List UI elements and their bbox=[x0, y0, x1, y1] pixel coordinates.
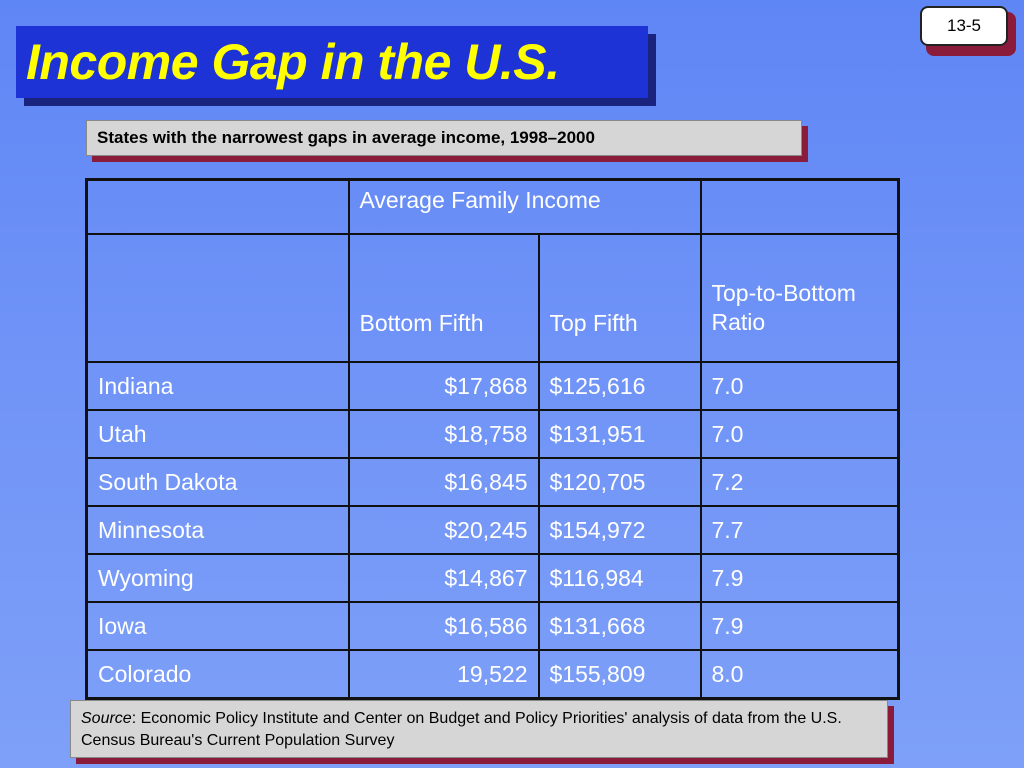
table-row: South Dakota $16,845 $120,705 7.2 bbox=[85, 457, 900, 507]
state-cell: Indiana bbox=[85, 361, 350, 411]
table-row: Wyoming $14,867 $116,984 7.9 bbox=[85, 553, 900, 603]
title-box: Income Gap in the U.S. bbox=[16, 26, 648, 98]
group-header-average-family-income: Average Family Income bbox=[347, 178, 702, 235]
top-fifth-cell: $125,616 bbox=[537, 361, 702, 411]
source-separator: : bbox=[131, 710, 137, 727]
top-fifth-cell: $116,984 bbox=[537, 553, 702, 603]
top-fifth-cell: $131,668 bbox=[537, 601, 702, 651]
state-cell: Iowa bbox=[85, 601, 350, 651]
source-text: Economic Policy Institute and Center on … bbox=[81, 710, 842, 749]
income-table: Average Family Income Bottom Fifth Top F… bbox=[85, 178, 900, 700]
bottom-fifth-cell: 19,522 bbox=[347, 649, 540, 700]
ratio-cell: 7.7 bbox=[699, 505, 900, 555]
bottom-fifth-cell: $20,245 bbox=[347, 505, 540, 555]
top-fifth-cell: $155,809 bbox=[537, 649, 702, 700]
ratio-cell: 7.9 bbox=[699, 553, 900, 603]
ratio-cell: 7.9 bbox=[699, 601, 900, 651]
table-header-row-1: Average Family Income bbox=[85, 178, 900, 235]
state-cell: Wyoming bbox=[85, 553, 350, 603]
source-note: Source: Economic Policy Institute and Ce… bbox=[70, 700, 888, 758]
bottom-fifth-cell: $14,867 bbox=[347, 553, 540, 603]
top-fifth-cell: $154,972 bbox=[537, 505, 702, 555]
slide-subtitle: States with the narrowest gaps in averag… bbox=[86, 120, 802, 156]
empty-header-cell bbox=[699, 178, 900, 235]
bottom-fifth-cell: $18,758 bbox=[347, 409, 540, 459]
top-fifth-cell: $120,705 bbox=[537, 457, 702, 507]
column-header-bottom-fifth: Bottom Fifth bbox=[347, 233, 540, 363]
empty-header-cell bbox=[85, 178, 350, 235]
ratio-cell: 8.0 bbox=[699, 649, 900, 700]
table-row: Utah $18,758 $131,951 7.0 bbox=[85, 409, 900, 459]
column-header-ratio: Top-to-Bottom Ratio bbox=[699, 233, 900, 363]
state-cell: Utah bbox=[85, 409, 350, 459]
ratio-cell: 7.2 bbox=[699, 457, 900, 507]
bottom-fifth-cell: $16,845 bbox=[347, 457, 540, 507]
top-fifth-cell: $131,951 bbox=[537, 409, 702, 459]
bottom-fifth-cell: $17,868 bbox=[347, 361, 540, 411]
table-row: Colorado 19,522 $155,809 8.0 bbox=[85, 649, 900, 700]
bottom-fifth-cell: $16,586 bbox=[347, 601, 540, 651]
table-row: Iowa $16,586 $131,668 7.9 bbox=[85, 601, 900, 651]
state-cell: Minnesota bbox=[85, 505, 350, 555]
slide-title: Income Gap in the U.S. bbox=[26, 34, 560, 90]
table-header-row-2: Bottom Fifth Top Fifth Top-to-Bottom Rat… bbox=[85, 233, 900, 363]
table-row: Minnesota $20,245 $154,972 7.7 bbox=[85, 505, 900, 555]
table-row: Indiana $17,868 $125,616 7.0 bbox=[85, 361, 900, 411]
state-cell: South Dakota bbox=[85, 457, 350, 507]
slide-number: 13-5 bbox=[920, 6, 1008, 46]
empty-header-cell bbox=[85, 233, 350, 363]
ratio-cell: 7.0 bbox=[699, 361, 900, 411]
ratio-cell: 7.0 bbox=[699, 409, 900, 459]
source-label: Source bbox=[81, 710, 132, 727]
state-cell: Colorado bbox=[85, 649, 350, 700]
column-header-top-fifth: Top Fifth bbox=[537, 233, 702, 363]
